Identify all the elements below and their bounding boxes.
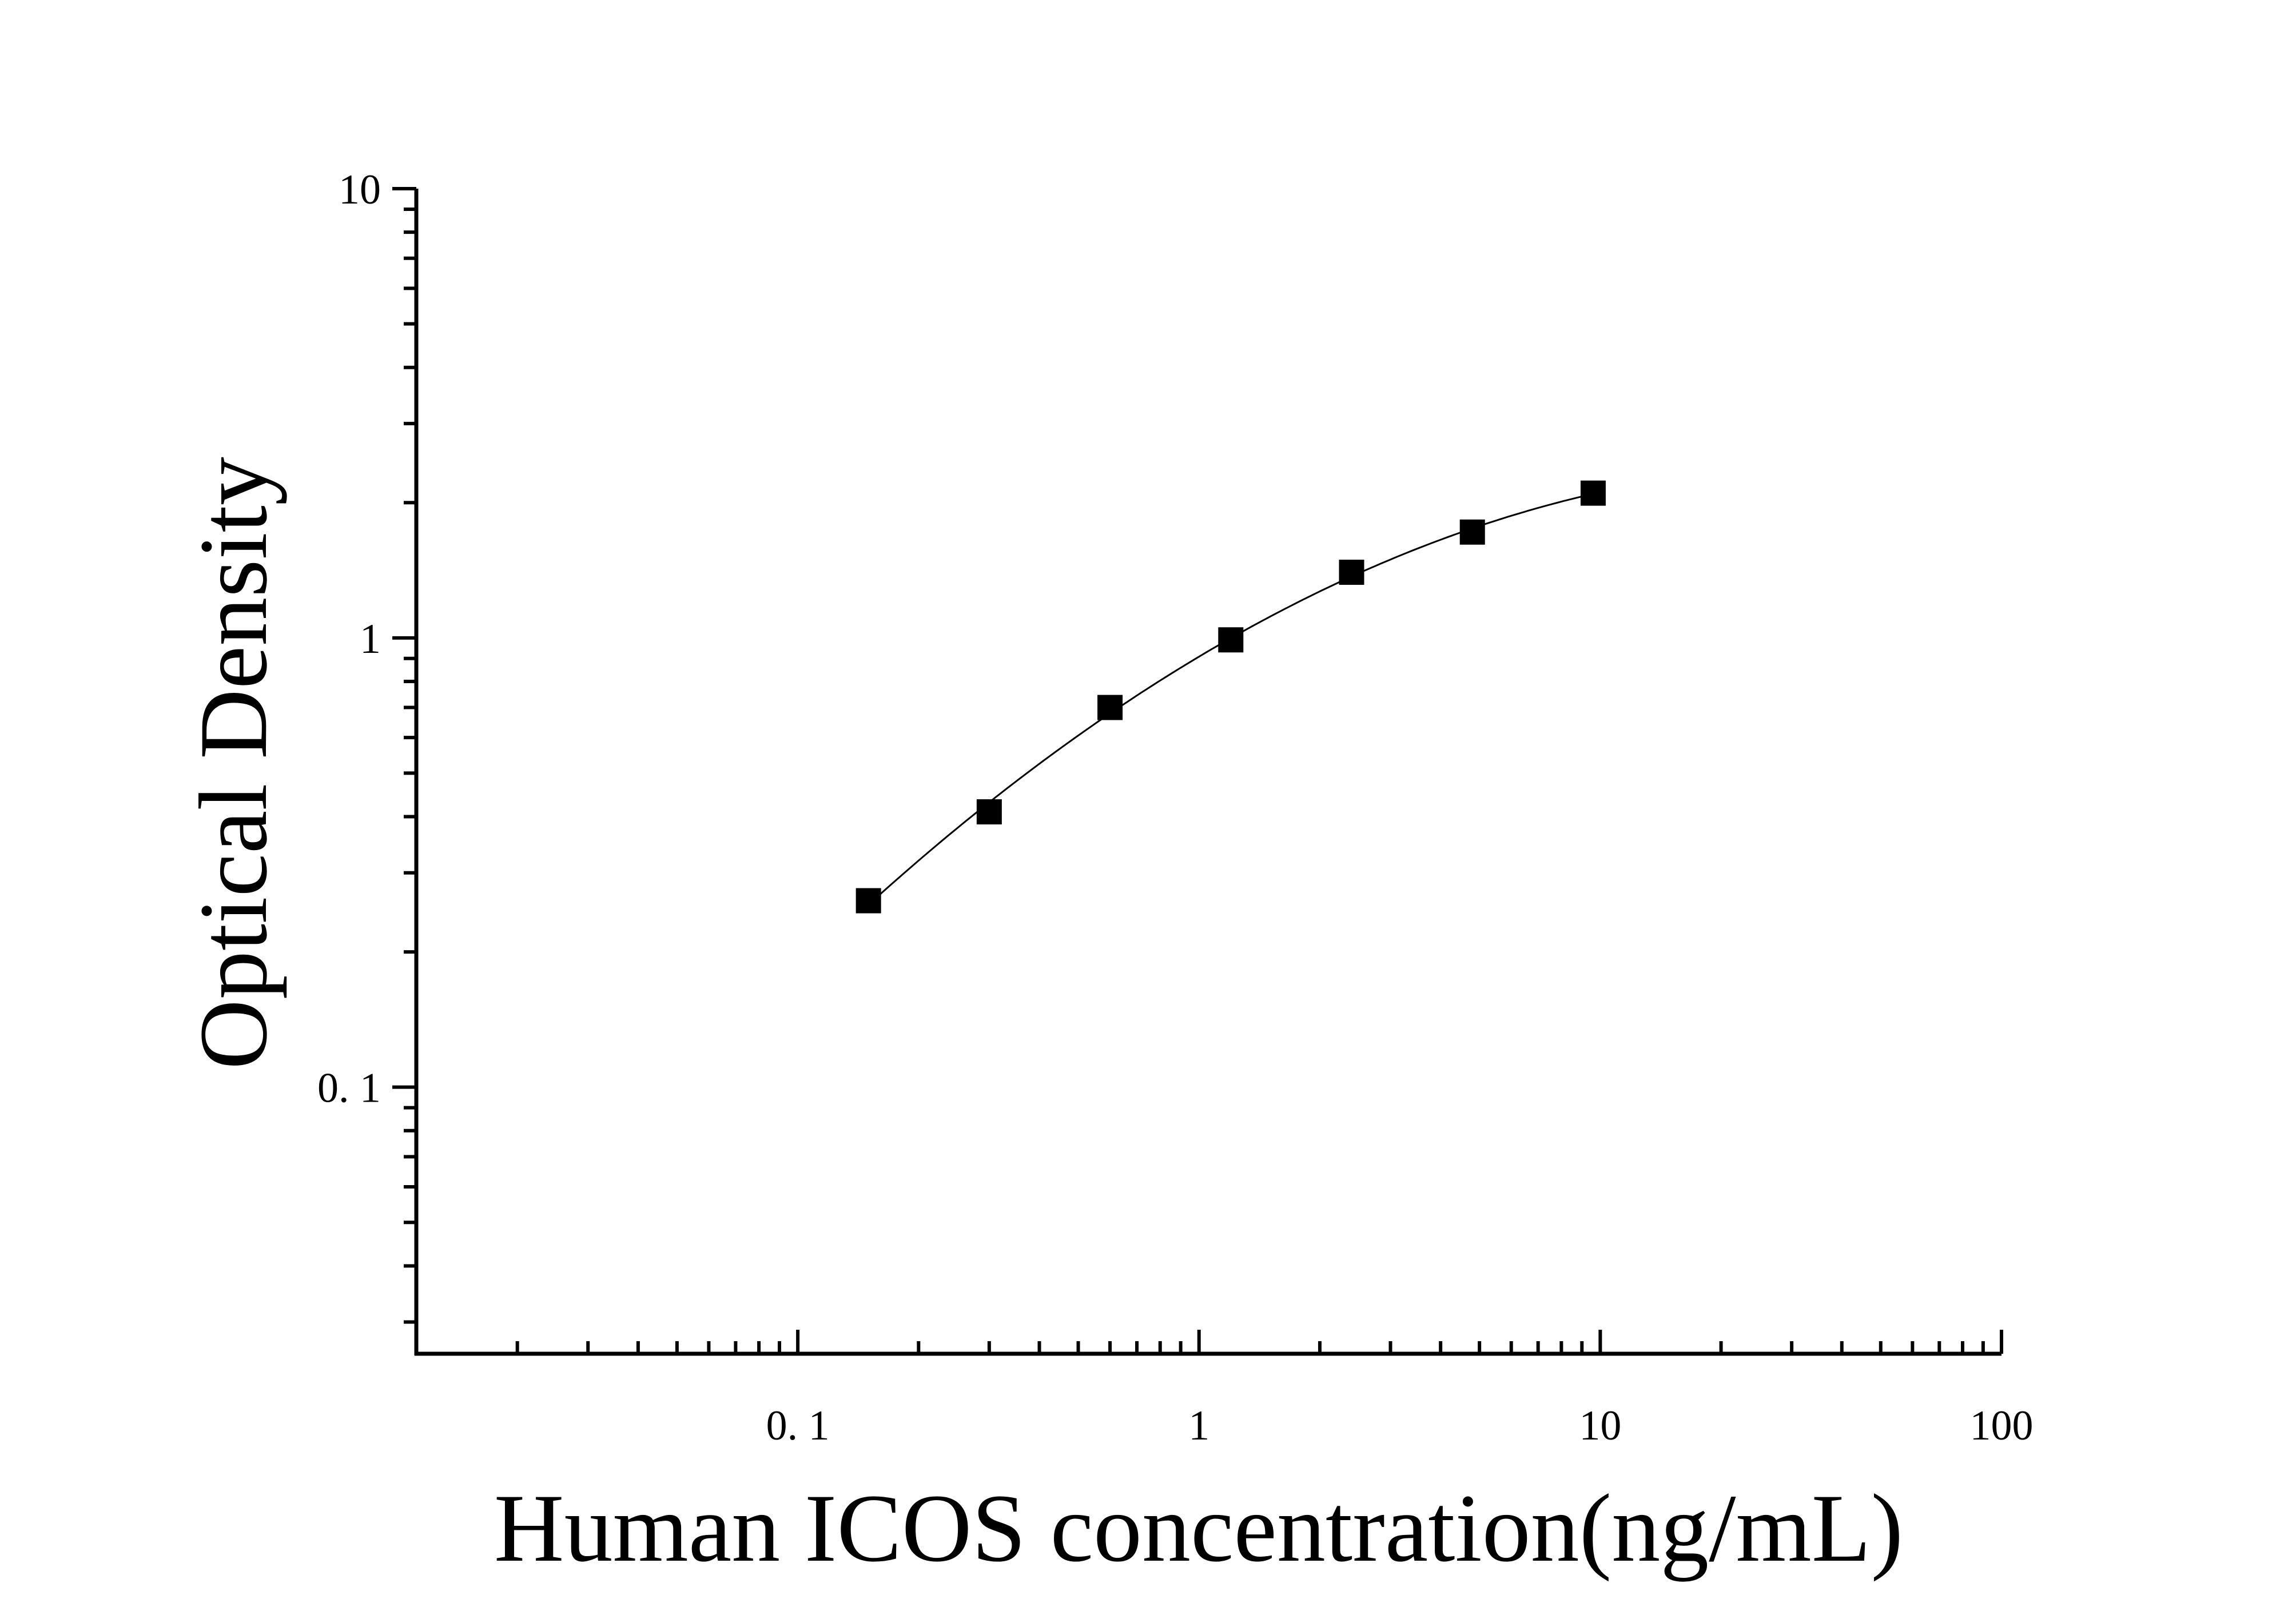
fit-curve: [868, 493, 1594, 906]
x-axis-title: Human ICOS concentration(ng/mL): [494, 1474, 1903, 1582]
x-tick-label: 100: [1970, 1402, 2034, 1449]
x-tick-label: 0. 1: [766, 1402, 830, 1449]
y-tick-label: 10: [339, 166, 381, 213]
axes: [414, 189, 2001, 1356]
data-points: [855, 480, 1606, 914]
data-point: [1580, 480, 1606, 506]
data-point: [976, 799, 1002, 825]
x-tick-label: 1: [1188, 1402, 1209, 1449]
data-point: [1459, 519, 1485, 545]
data-point: [1339, 559, 1364, 585]
data-point: [855, 888, 881, 914]
data-point: [1218, 627, 1244, 653]
y-axis-title: Optical Density: [180, 457, 287, 1070]
y-tick-label: 1: [360, 616, 381, 663]
data-point: [1097, 695, 1123, 720]
ticks: 0. 1 1 10 100 0. 1 1 10: [317, 166, 2034, 1449]
fit-curve-layer: [868, 493, 1594, 906]
y-tick-label: 0. 1: [317, 1065, 381, 1112]
x-tick-label: 10: [1579, 1402, 1621, 1449]
